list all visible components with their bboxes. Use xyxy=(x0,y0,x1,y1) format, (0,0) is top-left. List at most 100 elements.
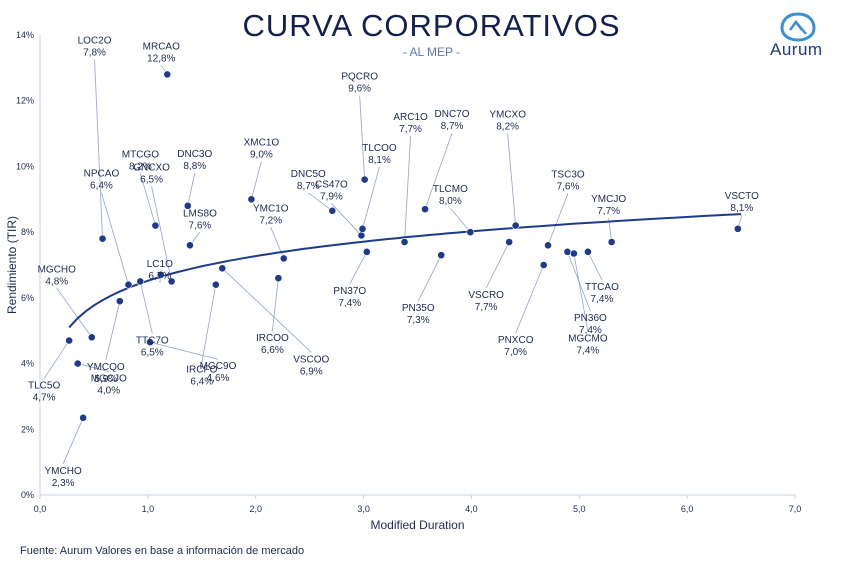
point-label-dnc3o: DNC3O xyxy=(177,149,212,160)
point-value-ircfo: 6,4% xyxy=(190,377,213,388)
point-value-pn35o: 7,3% xyxy=(407,315,430,326)
leader-line-ircoo xyxy=(271,278,279,332)
point-label-tlc5o: TLC5O xyxy=(28,381,60,392)
point-value-vscoo: 6,9% xyxy=(300,366,323,377)
point-value-ircoo: 6,6% xyxy=(261,345,284,356)
x-tick-label: 4,0 xyxy=(465,504,478,514)
leader-line-tlcmo xyxy=(450,207,471,233)
point-label-mgcjo: MGCJO xyxy=(91,374,127,385)
data-point-vscoo xyxy=(218,264,227,273)
point-value-loc2o: 7,8% xyxy=(83,48,106,59)
point-label-mgc9o: MGC9O xyxy=(200,361,237,372)
point-value-mgcjo: 4,0% xyxy=(97,386,120,397)
chart-axes: 0,0 1,0 2,0 3,0 4,0 5,0 6,0 7,0 0% 2% 4% 6% 8% 10% 12%… xyxy=(5,30,801,532)
data-point-arc1o xyxy=(400,238,409,246)
leader-line-ymcho xyxy=(62,417,84,464)
point-value-ymcxo: 8,2% xyxy=(496,122,519,133)
leader-line-ircfo xyxy=(201,284,217,363)
leader-line-pqcro xyxy=(359,95,366,180)
chart-subtitle: - AL MEP - xyxy=(402,45,461,59)
data-point-pn36o xyxy=(563,247,572,256)
data-point-vscro xyxy=(505,238,514,246)
brand-name: Aurum xyxy=(770,40,823,59)
point-value-dnc5o: 8,7% xyxy=(297,181,320,192)
leader-line-tlcoo xyxy=(362,166,380,229)
point-label-ymcjo: YMCJO xyxy=(591,194,626,205)
point-label-ttcao: TTCAO xyxy=(585,282,619,293)
leader-line-vscoo xyxy=(222,267,312,353)
data-point-tlcoo xyxy=(358,224,367,233)
data-point-mtcgo xyxy=(151,221,160,230)
point-value-dnc7o: 8,7% xyxy=(441,121,464,132)
data-point-gncxo xyxy=(167,277,176,286)
point-value-npcao: 6,4% xyxy=(90,181,113,192)
point-label-vscro: VSCRO xyxy=(468,290,504,301)
data-point-ymcqo xyxy=(115,297,124,306)
leader-line-xmc1o xyxy=(251,161,262,200)
point-value-lms8o: 7,6% xyxy=(189,220,212,231)
point-value-tlcmo: 8,0% xyxy=(439,196,462,207)
leader-line-dnc3o xyxy=(187,172,196,206)
point-label-tlcmo: TLCMO xyxy=(433,184,468,195)
point-value-vscto: 8,1% xyxy=(730,203,753,214)
point-value-pnxco: 7,0% xyxy=(504,347,527,358)
point-label-lms8o: LMS8O xyxy=(183,208,217,219)
x-axis-title: Modified Duration xyxy=(370,518,464,532)
data-point-mrcao xyxy=(163,70,172,79)
leader-line-cs47o xyxy=(331,203,362,236)
point-label-pnxco: PNXCO xyxy=(498,335,534,346)
data-point-lc1o xyxy=(156,270,165,279)
x-tick-label: 6,0 xyxy=(681,504,694,514)
point-label-ymc1o: YMC1O xyxy=(253,203,289,214)
y-tick-label: 0% xyxy=(21,490,34,500)
point-label-ircfo: IRCFO xyxy=(186,365,217,376)
point-label-tlcoo: TLCOO xyxy=(362,143,397,154)
point-label-dnc7o: DNC7O xyxy=(435,109,470,120)
point-value-cs47o: 7,9% xyxy=(320,191,343,202)
trend-curve xyxy=(68,213,742,329)
point-label-loc2o: LOC2O xyxy=(78,36,112,47)
data-point-mgcho xyxy=(87,333,96,342)
point-value-lc1o: 6,7% xyxy=(148,271,171,282)
leader-line-ymcxo xyxy=(507,133,517,226)
x-tick-label: 2,0 xyxy=(249,504,262,514)
y-tick-label: 4% xyxy=(21,359,34,369)
data-point-tsc3o xyxy=(544,241,552,250)
data-point-ymcho xyxy=(79,413,88,422)
point-value-tsc3o: 7,6% xyxy=(557,181,580,192)
point-label-dnc5o: DNC5O xyxy=(291,169,326,180)
data-point-xmc1o xyxy=(247,195,256,204)
data-point-tlcmo xyxy=(466,228,475,237)
x-tick-label: 1,0 xyxy=(142,504,155,514)
point-value-tlcoo: 8,1% xyxy=(368,155,391,166)
point-value-vscro: 7,7% xyxy=(475,302,498,313)
point-label-ymcxo: YMCXO xyxy=(489,110,526,121)
y-tick-label: 10% xyxy=(16,161,34,171)
point-value-tlc5o: 4,7% xyxy=(33,393,56,404)
leader-line-ymcqo xyxy=(105,301,121,361)
point-label-vscto: VSCTO xyxy=(725,191,759,202)
aurum-logo-icon xyxy=(780,12,816,42)
data-point-pqcro xyxy=(360,175,369,184)
point-label-pn35o: PN35O xyxy=(402,303,435,314)
leader-line-tsc3o xyxy=(547,193,569,246)
leader-line-mtcgo xyxy=(140,173,156,226)
leader-line-arc1o xyxy=(404,135,411,243)
point-value-mrcao: 12,8% xyxy=(147,53,175,64)
leader-line-pn37o xyxy=(349,251,368,285)
label-leader-lines xyxy=(43,59,743,464)
point-label-pn37o: PN37O xyxy=(333,286,366,297)
point-labels: LOC2O7,8%MRCAO12,8%MGCHO4,8%NPCAO6,4%GNC… xyxy=(28,36,759,489)
point-value-mgcmo: 7,4% xyxy=(576,346,599,357)
y-tick-label: 12% xyxy=(16,96,34,106)
point-value-pn36o: 7,4% xyxy=(579,325,602,336)
point-label-pn36o: PN36O xyxy=(574,313,607,324)
point-value-ymcjo: 7,7% xyxy=(597,206,620,217)
data-point-dnc7o xyxy=(421,205,429,214)
point-value-xmc1o: 9,0% xyxy=(250,149,273,160)
point-value-dnc3o: 8,8% xyxy=(183,161,206,172)
leader-line-pnxco xyxy=(515,264,545,334)
data-point-ttcao xyxy=(584,247,592,256)
source-note: Fuente: Aurum Valores en base a informac… xyxy=(20,545,305,557)
leader-line-pn35o xyxy=(417,254,442,302)
